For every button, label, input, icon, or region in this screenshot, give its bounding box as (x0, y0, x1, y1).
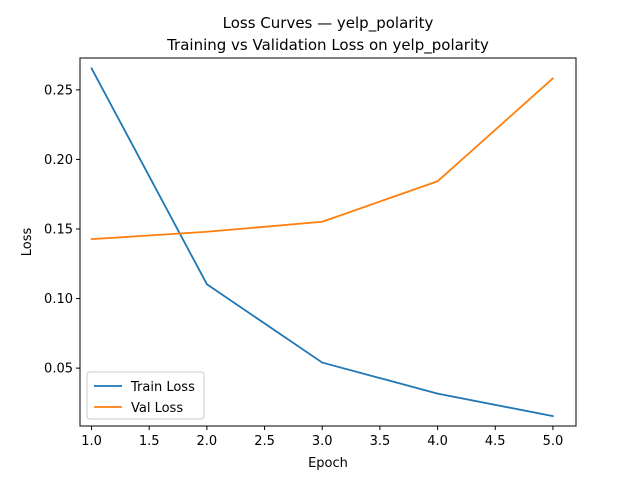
series-lines (90, 67, 554, 418)
data-point-val-loss (205, 230, 208, 233)
y-axis-label: Loss (20, 228, 35, 257)
data-point-val-loss (321, 220, 324, 223)
data-point-train-loss (552, 415, 554, 418)
x-axis-label: Epoch (308, 456, 348, 471)
x-tick-label: 4.5 (485, 434, 506, 449)
x-tick-label: 4.0 (427, 434, 448, 449)
legend-label-train-loss: Train Loss (130, 380, 195, 395)
data-point-train-loss (321, 361, 324, 364)
legend-label-val-loss: Val Loss (131, 401, 183, 416)
data-point-train-loss (90, 67, 93, 70)
y-tick-label: 0.20 (44, 153, 73, 168)
x-tick-label: 1.0 (81, 434, 102, 449)
data-point-val-loss (552, 77, 554, 80)
chart-title: Loss Curves — yelp_polarity (223, 14, 434, 33)
series-line-train-loss (90, 67, 554, 418)
x-tick-label: 2.5 (254, 434, 275, 449)
plot-area-frame (79, 57, 577, 427)
legend: Train Loss Val Loss (86, 371, 205, 420)
data-point-val-loss (436, 180, 439, 183)
x-tick-label: 3.0 (312, 434, 333, 449)
series-line-val-loss (91, 77, 554, 241)
y-tick-label: 0.25 (44, 83, 73, 98)
x-tick-label: 3.5 (370, 434, 391, 449)
x-tick-label: 1.5 (139, 434, 160, 449)
x-tick-label: 2.0 (197, 434, 218, 449)
axis-ticks: 1.0 1.5 2.0 2.5 3.0 3.5 4.0 4.5 5.0 0.05 0.10 0.15 0… (44, 83, 563, 449)
x-tick-label: 5.0 (543, 434, 564, 449)
y-tick-label: 0.10 (44, 292, 73, 307)
y-tick-label: 0.05 (44, 362, 73, 377)
y-tick-label: 0.15 (44, 222, 73, 237)
data-point-val-loss (90, 238, 93, 241)
data-point-train-loss (436, 392, 439, 395)
chart-subtitle: Training vs Validation Loss on yelp_pola… (166, 36, 489, 55)
data-point-train-loss (205, 283, 208, 286)
